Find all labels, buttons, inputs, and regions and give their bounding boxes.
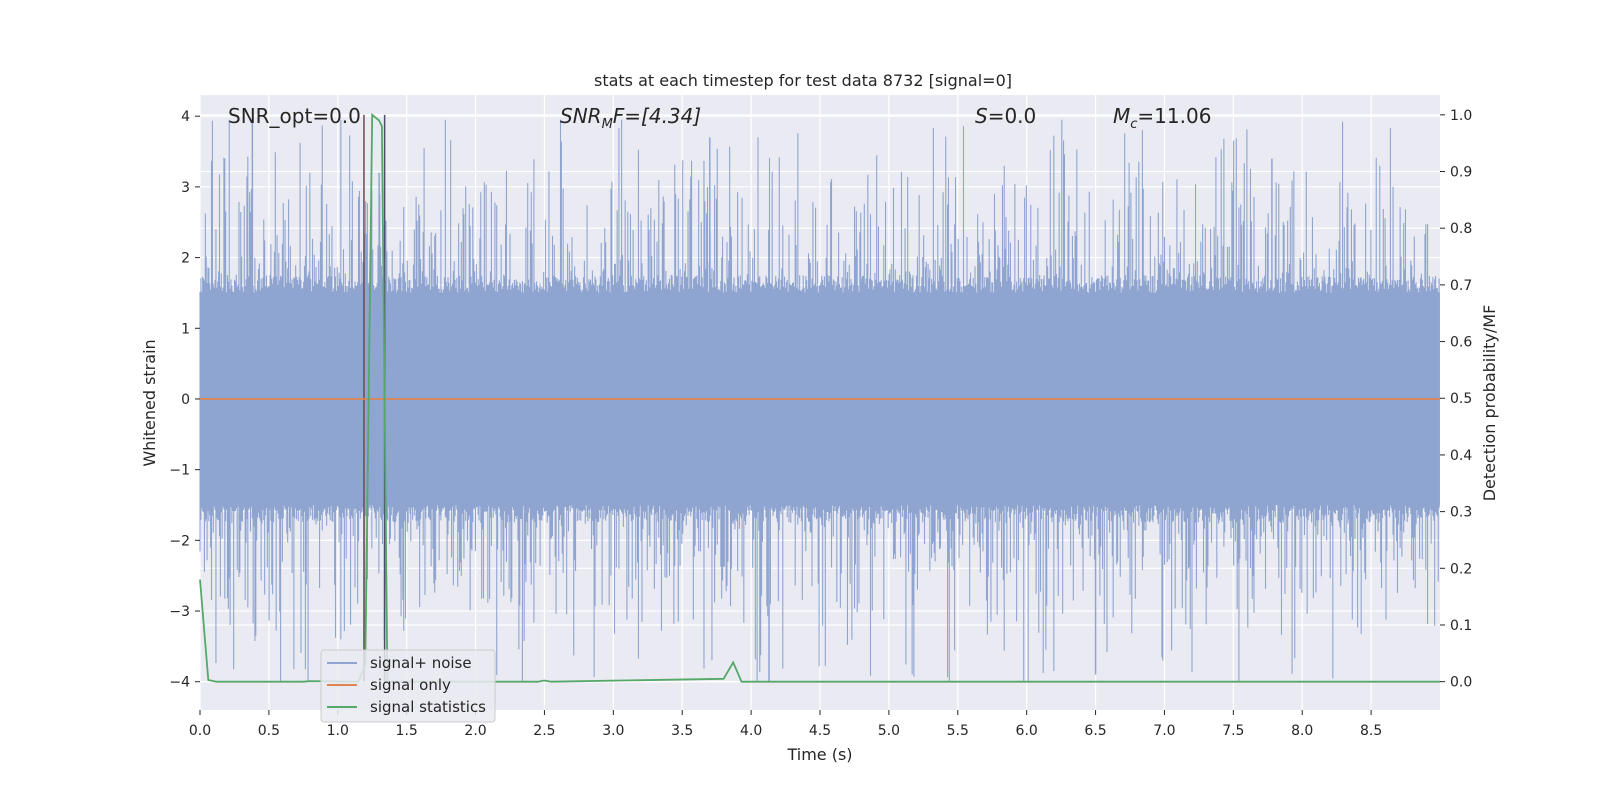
- y2-tick-label: 0.3: [1450, 505, 1472, 521]
- x-tick-label: 8.0: [1291, 723, 1313, 739]
- snr-mf-base: SNR: [560, 104, 602, 128]
- line-series: [199, 112, 1440, 683]
- x-tick-label: 0.0: [189, 723, 211, 739]
- y2-tick-label: 0.5: [1450, 391, 1472, 407]
- x-axis-label: Time (s): [786, 745, 852, 764]
- y-tick-label: 3: [181, 180, 190, 196]
- y-tick-label: 2: [181, 251, 190, 267]
- y-tick-label: 4: [181, 109, 190, 125]
- y-tick-label: −3: [169, 604, 190, 620]
- snr-mf-sub: M: [602, 117, 613, 132]
- mc-rest: =11.06: [1137, 104, 1211, 128]
- series-line-signal-statistics: [199, 112, 1440, 683]
- annotation-s: S=0.0: [975, 104, 1036, 128]
- snr-mf-rest: F=[4.34]: [613, 104, 701, 128]
- y2-tick-label: 0.1: [1450, 618, 1472, 634]
- x-tick-label: 2.0: [464, 723, 486, 739]
- x-tick-label: 2.5: [533, 723, 555, 739]
- chart-title: stats at each timestep for test data 873…: [594, 71, 1012, 90]
- x-tick-label: 1.0: [327, 723, 349, 739]
- x-tick-label: 1.5: [396, 723, 418, 739]
- s-rest: =0.0: [988, 104, 1037, 128]
- x-tick-label: 5.0: [878, 723, 900, 739]
- x-tick-label: 4.0: [740, 723, 762, 739]
- y-axis-ticks: 4 3 2 1 0 −1 −2 −3 −4: [169, 109, 200, 691]
- x-tick-label: 3.0: [602, 723, 624, 739]
- y2-tick-label: 0.0: [1450, 675, 1472, 691]
- x-tick-label: 0.5: [258, 723, 280, 739]
- y2-tick-label: 0.8: [1450, 221, 1472, 237]
- x-tick-label: 6.5: [1084, 723, 1106, 739]
- y2-tick-label: 0.4: [1450, 448, 1472, 464]
- y-tick-label: −2: [169, 533, 190, 549]
- legend-label-statistics: signal statistics: [370, 698, 486, 716]
- s-label: S: [975, 104, 988, 128]
- y2-axis-ticks: 1.0 0.9 0.8 0.7 0.6 0.5 0.4 0.3 0.2 0.1 0.0: [1440, 108, 1472, 691]
- x-tick-label: 3.5: [671, 723, 693, 739]
- annotation-snr-opt: SNR_opt=0.0: [228, 104, 361, 128]
- x-tick-label: 8.5: [1360, 723, 1382, 739]
- annotation-snr-mf: SNRMF=[4.34]: [560, 104, 701, 132]
- legend: signal+ noise signal only signal statist…: [320, 649, 496, 723]
- x-tick-label: 4.5: [809, 723, 831, 739]
- y2-tick-label: 0.9: [1450, 165, 1472, 181]
- y-tick-label: 0: [181, 392, 190, 408]
- mc-base: M: [1113, 104, 1130, 128]
- legend-label-noise: signal+ noise: [370, 654, 472, 672]
- y-tick-label: −1: [169, 463, 190, 479]
- y-tick-label: −4: [169, 675, 190, 691]
- y2-tick-label: 0.6: [1450, 335, 1472, 351]
- x-axis-ticks: 0.0 0.5 1.0 1.5 2.0 2.5 3.0 3.5 4.0 4.5 5.0 5.5 6.0 6…: [189, 710, 1382, 739]
- legend-label-signal: signal only: [370, 676, 451, 694]
- y-tick-label: 1: [181, 321, 190, 337]
- mc-sub: c: [1130, 117, 1137, 132]
- y2-tick-label: 0.7: [1450, 278, 1472, 294]
- x-tick-label: 6.0: [1016, 723, 1038, 739]
- legend-box: [320, 649, 496, 723]
- x-tick-label: 7.5: [1222, 723, 1244, 739]
- y2-axis-label: Detection probability/MF: [1480, 305, 1499, 502]
- annotation-mc: Mc=11.06: [1113, 104, 1211, 132]
- x-tick-label: 7.0: [1153, 723, 1175, 739]
- y2-tick-label: 1.0: [1450, 108, 1472, 124]
- y2-tick-label: 0.2: [1450, 561, 1472, 577]
- x-tick-label: 5.5: [947, 723, 969, 739]
- y-axis-label: Whitened strain: [140, 339, 159, 466]
